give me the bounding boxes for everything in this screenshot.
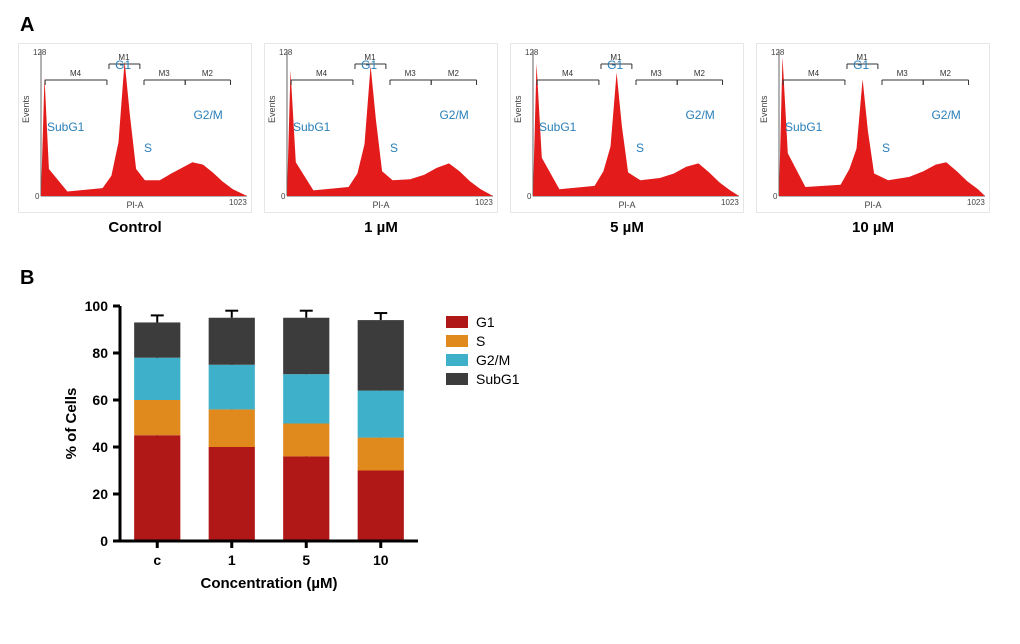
gate-m2: M2: [694, 69, 705, 78]
gate-m3: M3: [159, 69, 170, 78]
y-axis-label: Events: [21, 95, 31, 123]
phase-g2m: G2/M: [685, 108, 714, 122]
svg-text:20: 20: [92, 486, 108, 502]
legend-swatch: [446, 354, 468, 366]
bar-chart: 0 20 40 60 80 100 c 1 5 10 % of Cells Concentration…: [58, 296, 428, 596]
facs-plot: Events Pl-A 128 0 1023 M1 M2 M3 M4 SubG1…: [264, 43, 498, 213]
x-max-tick: 1023: [475, 198, 493, 207]
legend-label: G2/M: [476, 352, 510, 368]
origin-tick: 0: [773, 192, 777, 201]
gate-m4: M4: [316, 69, 327, 78]
y-axis-label: Events: [513, 95, 523, 123]
facs-plot: Events Pl-A 128 0 1023 M1 M2 M3 M4 SubG1…: [510, 43, 744, 213]
svg-text:1: 1: [228, 552, 236, 568]
phase-s: S: [144, 141, 152, 155]
phase-s: S: [390, 141, 398, 155]
y-axis-label: Events: [759, 95, 769, 123]
facs-plot-row: Events Pl-A 128 0 1023 M1 M2 M3 M4 SubG1…: [18, 43, 1002, 213]
legend-label: S: [476, 333, 485, 349]
y-max-tick: 128: [33, 48, 46, 57]
phase-subg1: SubG1: [539, 120, 576, 134]
phase-g2m: G2/M: [931, 108, 960, 122]
gate-m2: M2: [202, 69, 213, 78]
x-axis-label: Pl-A: [618, 200, 635, 210]
facs-caption: Control: [19, 219, 251, 236]
phase-g1: G1: [607, 58, 623, 72]
gate-m2: M2: [940, 69, 951, 78]
panel-b-letter: B: [20, 267, 1002, 290]
svg-text:100: 100: [85, 298, 109, 314]
origin-tick: 0: [281, 192, 285, 201]
x-max-tick: 1023: [967, 198, 985, 207]
x-axis-label: Pl-A: [126, 200, 143, 210]
legend-label: G1: [476, 314, 495, 330]
y-axis-label: Events: [267, 95, 277, 123]
facs-caption: 5 µM: [511, 219, 743, 236]
phase-g1: G1: [115, 58, 131, 72]
phase-g1: G1: [853, 58, 869, 72]
gate-m4: M4: [562, 69, 573, 78]
gate-m3: M3: [897, 69, 908, 78]
svg-text:Concentration (µM): Concentration (µM): [201, 575, 338, 592]
y-max-tick: 128: [525, 48, 538, 57]
legend-item: G2/M: [446, 352, 520, 368]
x-axis-label: Pl-A: [372, 200, 389, 210]
x-axis-label: Pl-A: [864, 200, 881, 210]
bar-chart-legend: G1 S G2/M SubG1: [446, 314, 520, 596]
phase-g2m: G2/M: [193, 108, 222, 122]
facs-caption: 1 µM: [265, 219, 497, 236]
y-max-tick: 128: [279, 48, 292, 57]
phase-g2m: G2/M: [439, 108, 468, 122]
origin-tick: 0: [35, 192, 39, 201]
legend-item: SubG1: [446, 371, 520, 387]
gate-m3: M3: [405, 69, 416, 78]
facs-plot: Events Pl-A 128 0 1023 M1 M2 M3 M4 SubG1…: [756, 43, 990, 213]
facs-plot: Events Pl-A 128 0 1023 M1 M2 M3 M4 SubG1…: [18, 43, 252, 213]
svg-text:60: 60: [92, 392, 108, 408]
phase-s: S: [636, 141, 644, 155]
svg-text:10: 10: [373, 552, 389, 568]
gate-m4: M4: [70, 69, 81, 78]
phase-subg1: SubG1: [785, 120, 822, 134]
gate-m3: M3: [651, 69, 662, 78]
legend-swatch: [446, 373, 468, 385]
legend-item: S: [446, 333, 520, 349]
phase-s: S: [882, 141, 890, 155]
gate-m2: M2: [448, 69, 459, 78]
legend-item: G1: [446, 314, 520, 330]
svg-text:% of Cells: % of Cells: [63, 388, 80, 460]
legend-swatch: [446, 335, 468, 347]
x-max-tick: 1023: [721, 198, 739, 207]
panel-a-letter: A: [20, 14, 1002, 37]
origin-tick: 0: [527, 192, 531, 201]
svg-text:80: 80: [92, 345, 108, 361]
panel-b-container: 0 20 40 60 80 100 c 1 5 10 % of Cells Concentration…: [58, 296, 1002, 596]
svg-text:5: 5: [302, 552, 310, 568]
svg-text:0: 0: [100, 533, 108, 549]
svg-text:c: c: [153, 552, 161, 568]
y-max-tick: 128: [771, 48, 784, 57]
gate-m4: M4: [808, 69, 819, 78]
phase-subg1: SubG1: [47, 120, 84, 134]
legend-label: SubG1: [476, 371, 520, 387]
phase-subg1: SubG1: [293, 120, 330, 134]
facs-caption: 10 µM: [757, 219, 989, 236]
x-max-tick: 1023: [229, 198, 247, 207]
phase-g1: G1: [361, 58, 377, 72]
legend-swatch: [446, 316, 468, 328]
svg-text:40: 40: [92, 439, 108, 455]
